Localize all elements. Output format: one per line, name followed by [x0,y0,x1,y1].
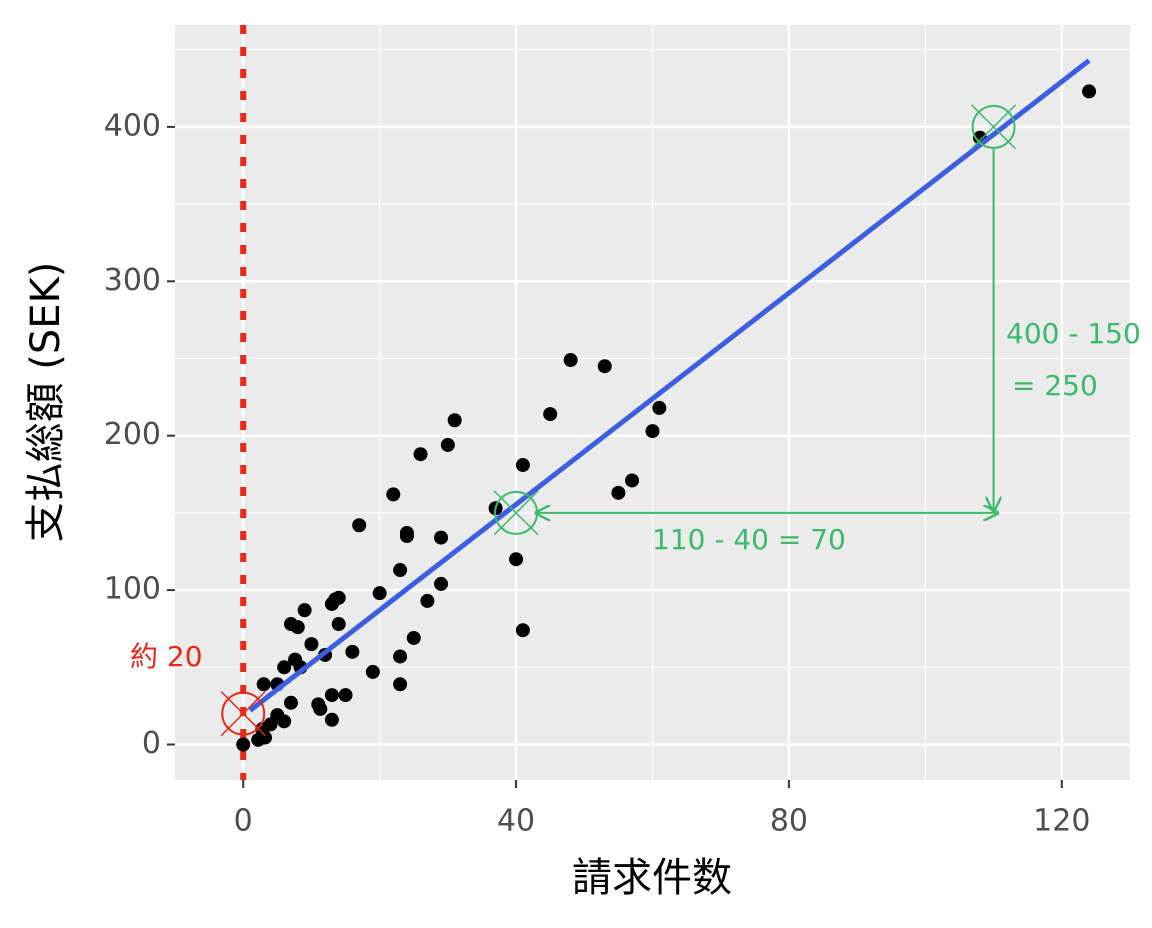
x-tick-label: 120 [1033,804,1090,839]
data-point [413,447,428,462]
x-tick-label: 80 [770,804,808,839]
data-point [563,353,578,368]
data-point [652,400,667,415]
data-point [277,660,292,675]
data-point [324,688,339,703]
data-point [236,737,251,752]
data-point [372,586,387,601]
data-point [597,359,612,374]
data-point [277,714,292,729]
fit-line [248,58,1091,713]
y-axis-title: 支払総額 (SEK) [23,262,69,543]
x-tick-label: 0 [234,804,253,839]
data-point [365,664,380,679]
annotation: 110 - 40 = 70 [652,523,846,556]
data-point [406,630,421,645]
data-point [352,518,367,533]
highlight-circle [971,104,1016,149]
data-point [311,697,326,712]
y-tick-label: 0 [142,726,161,761]
data-point [393,649,408,664]
y-tick-label: 200 [104,417,161,452]
annotation: 約 20 [130,640,203,673]
x-axis-title: 請求件数 [572,855,732,901]
highlight-cross [493,490,539,536]
highlight-circle [221,691,266,736]
data-point [393,563,408,578]
data-point [509,552,524,567]
data-point [434,530,449,545]
data-point [515,623,530,638]
data-point [543,407,558,422]
data-point [611,485,626,500]
y-tick-label: 400 [104,108,161,143]
y-tick-label: 100 [104,572,161,607]
data-point [440,437,455,452]
data-point [625,473,640,488]
x-tick-label: 40 [497,804,535,839]
highlight-cross [971,104,1017,150]
data-point [331,617,346,632]
data-point [345,644,360,659]
data-point [256,677,271,692]
data-point [338,688,353,703]
data-point [386,487,401,502]
annotation: 400 - 150 [1006,317,1141,350]
data-point [393,677,408,692]
data-point [420,593,435,608]
annotation: = 250 [1012,369,1098,402]
data-point [324,712,339,727]
data-point [290,620,305,635]
data-point [304,637,319,652]
data-point [297,603,312,618]
highlight-cross [220,691,266,737]
data-point [399,529,414,544]
data-point [283,695,298,710]
data-point [447,413,462,428]
y-tick-label: 300 [104,263,161,298]
data-point [1082,84,1097,99]
data-point [515,458,530,473]
data-point [645,424,660,439]
data-point [331,590,346,605]
data-point [434,576,449,591]
